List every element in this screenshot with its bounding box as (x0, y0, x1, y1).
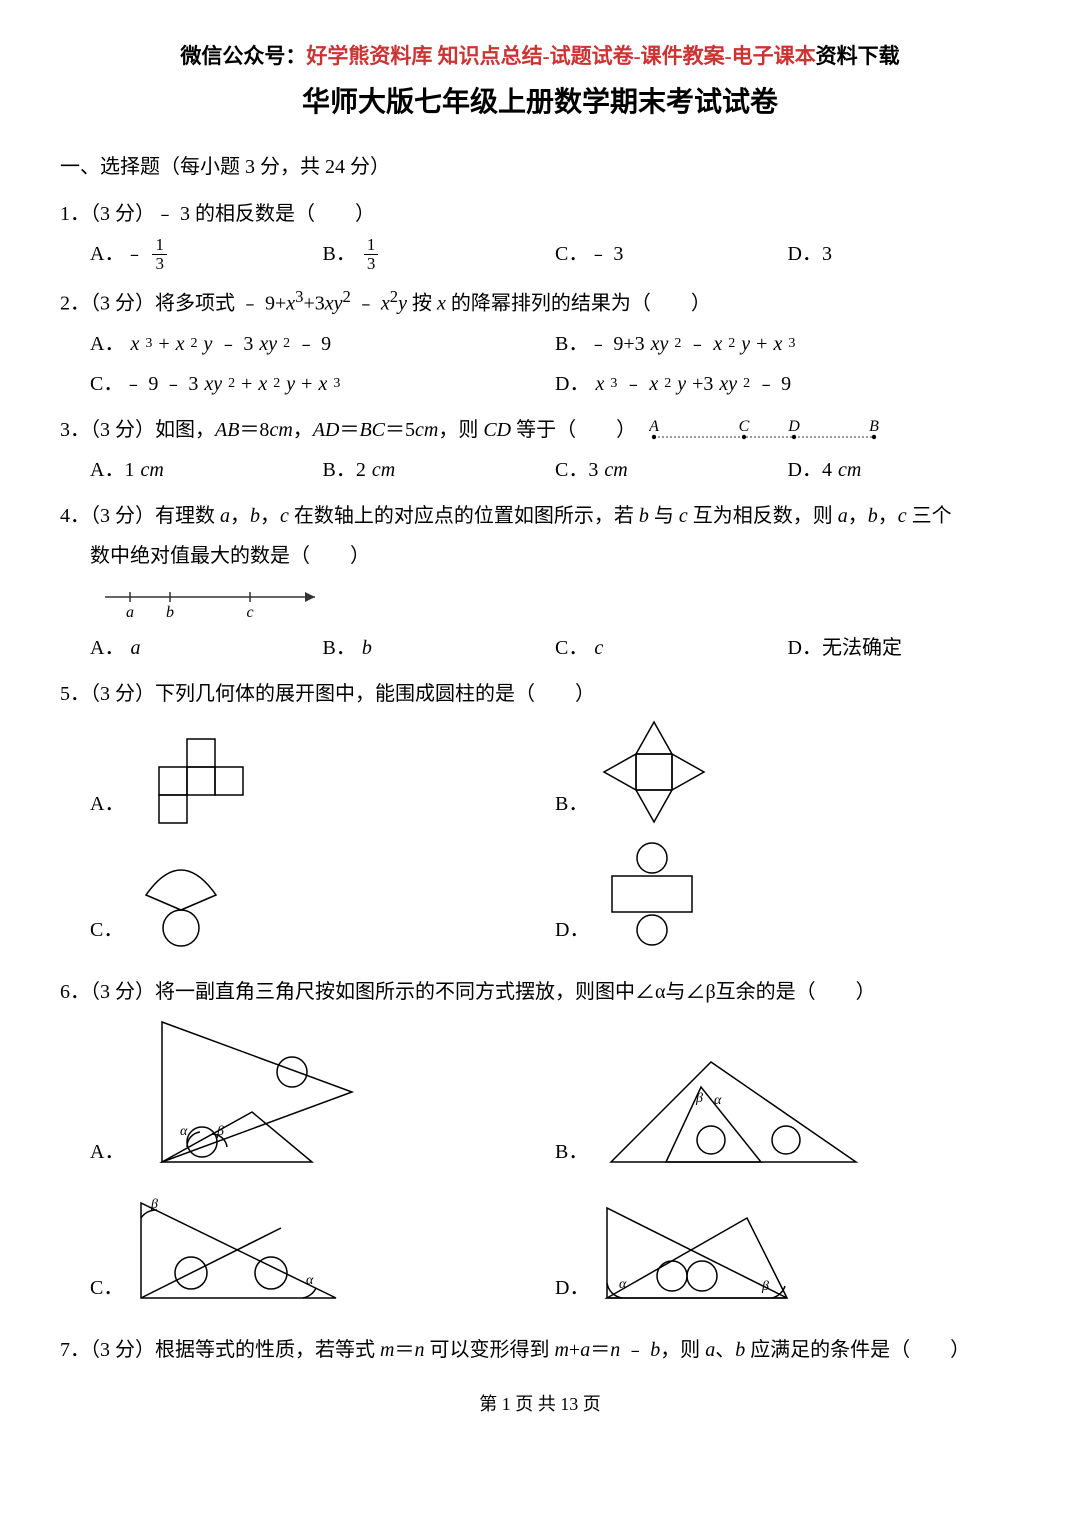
segment-figure: ACDB (649, 417, 879, 445)
page-footer: 第 1 页 共 13 页 (60, 1390, 1020, 1416)
svg-text:C: C (739, 418, 750, 435)
q4-text2: 数中绝对值最大的数是（ ） (60, 536, 1020, 576)
question-4: 4．（3 分）有理数 a，b，c 在数轴上的对应点的位置如图所示，若 b 与 c… (60, 496, 1020, 668)
q2-opt-c: C．﹣ 9 ﹣ 3xy2+x2y+x3 (90, 364, 555, 404)
svg-text:β: β (761, 1279, 769, 1294)
q6-text: 6．（3 分）将一副直角三角尺按如图所示的不同方式摆放，则图中∠α与∠β互余的是… (60, 972, 1020, 1012)
q6-options: A． α β B． (60, 1012, 1020, 1324)
svg-text:β: β (216, 1124, 224, 1139)
q2-opt-b: B．﹣ 9+3xy2 ﹣ x2y+x3 (555, 324, 1020, 364)
exam-title: 华师大版七年级上册数学期末考试试卷 (60, 80, 1020, 120)
triangle-set-c-icon: β α (131, 1188, 351, 1308)
q5-opt-a: A． (90, 714, 555, 824)
q1-opt-b: B． 13 (323, 234, 556, 274)
q4-text: 4．（3 分）有理数 a，b，c 在数轴上的对应点的位置如图所示，若 b 与 c… (60, 496, 1020, 536)
net-cylinder-icon (597, 840, 707, 950)
wechat-header: 微信公众号：好学熊资料库 知识点总结-试题试卷-课件教案-电子课本资料下载 (60, 40, 1020, 70)
triangle-set-a-icon: α β (132, 1012, 362, 1172)
q1-opt-c: C．﹣ 3 (555, 234, 788, 274)
header-prefix: 微信公众号： (180, 44, 306, 68)
header-suffix: 资料下载 (816, 44, 900, 68)
svg-text:β: β (695, 1091, 703, 1106)
q7-text: 7．（3 分）根据等式的性质，若等式 m＝n 可以变形得到 m+a＝n ﹣ b，… (60, 1330, 1020, 1370)
q2-opt-d: D．x3 ﹣ x2y+3xy2 ﹣ 9 (555, 364, 1020, 404)
question-5: 5．（3 分）下列几何体的展开图中，能围成圆柱的是（ ） A． B． (60, 674, 1020, 966)
q2-opt-a: A．x3+x2y ﹣ 3xy2 ﹣ 9 (90, 324, 555, 364)
q3-opt-d: D．4cm (788, 450, 1021, 490)
triangle-set-d-icon: α β (597, 1188, 817, 1308)
q3-opt-a: A．1cm (90, 450, 323, 490)
q2-options: A．x3+x2y ﹣ 3xy2 ﹣ 9 B．﹣ 9+3xy2 ﹣ x2y+x3 … (60, 324, 1020, 404)
q4-opt-c: C．c (555, 628, 788, 668)
net-cone-icon (131, 850, 231, 950)
q5-opt-c: C． (90, 840, 555, 950)
q5-text: 5．（3 分）下列几何体的展开图中，能围成圆柱的是（ ） (60, 674, 1020, 714)
question-7: 7．（3 分）根据等式的性质，若等式 m＝n 可以变形得到 m+a＝n ﹣ b，… (60, 1330, 1020, 1370)
q4-opt-a: A．a (90, 628, 323, 668)
svg-text:β: β (150, 1197, 158, 1212)
numberline-figure: a b c (100, 582, 1020, 622)
q2-text: 2．（3 分）将多项式 ﹣ 9+x3+3xy2 ﹣ x2y 按 x 的降幂排列的… (60, 280, 1020, 324)
q6-opt-d: D． α β (555, 1188, 1020, 1308)
q1-options: A．﹣ 13 B． 13 C．﹣ 3 D．3 (60, 234, 1020, 274)
svg-text:b: b (166, 604, 174, 621)
question-1: 1．（3 分）﹣ 3 的相反数是（ ） A．﹣ 13 B． 13 C．﹣ 3 D… (60, 194, 1020, 274)
svg-text:B: B (869, 418, 879, 435)
q4-options: A．a B．b C．c D．无法确定 (60, 628, 1020, 668)
q3-opt-c: C．3cm (555, 450, 788, 490)
q5-opt-b: B． (555, 714, 1020, 824)
q1-text: 1．（3 分）﹣ 3 的相反数是（ ） (60, 194, 1020, 234)
svg-text:α: α (306, 1273, 314, 1288)
q3-options: A．1cm B．2cm C．3cm D．4cm (60, 450, 1020, 490)
svg-text:α: α (619, 1277, 627, 1292)
question-6: 6．（3 分）将一副直角三角尺按如图所示的不同方式摆放，则图中∠α与∠β互余的是… (60, 972, 1020, 1324)
exam-page: 微信公众号：好学熊资料库 知识点总结-试题试卷-课件教案-电子课本资料下载 华师… (0, 0, 1080, 1456)
q4-opt-d: D．无法确定 (788, 628, 1021, 668)
fraction-icon: 13 (152, 236, 167, 273)
q6-opt-b: B． β α (555, 1012, 1020, 1172)
fraction-icon: 13 (364, 236, 379, 273)
svg-text:α: α (714, 1093, 722, 1108)
svg-text:a: a (126, 604, 134, 621)
q4-opt-b: B．b (323, 628, 556, 668)
q5-options: A． B． (60, 714, 1020, 966)
triangle-set-b-icon: β α (596, 1052, 876, 1172)
q5-opt-d: D． (555, 840, 1020, 950)
svg-text:α: α (180, 1124, 188, 1139)
q1-opt-a: A．﹣ 13 (90, 234, 323, 274)
q3-opt-b: B．2cm (323, 450, 556, 490)
question-2: 2．（3 分）将多项式 ﹣ 9+x3+3xy2 ﹣ x2y 按 x 的降幂排列的… (60, 280, 1020, 404)
net-cube-icon (132, 734, 262, 824)
q6-opt-c: C． β α (90, 1188, 555, 1308)
question-3: 3．（3 分）如图，AB＝8cm，AD＝BC＝5cm，则 CD 等于（ ） AC… (60, 410, 1020, 490)
q3-text: 3．（3 分）如图，AB＝8cm，AD＝BC＝5cm，则 CD 等于（ ） AC… (60, 410, 1020, 450)
q6-opt-a: A． α β (90, 1012, 555, 1172)
svg-text:c: c (246, 604, 253, 621)
q1-opt-d: D．3 (788, 234, 1021, 274)
header-red: 好学熊资料库 知识点总结-试题试卷-课件教案-电子课本 (306, 44, 815, 68)
svg-text:A: A (649, 418, 659, 435)
svg-text:D: D (787, 418, 800, 435)
section-heading: 一、选择题（每小题 3 分，共 24 分） (60, 150, 1020, 179)
net-octahedron-icon (596, 714, 716, 824)
